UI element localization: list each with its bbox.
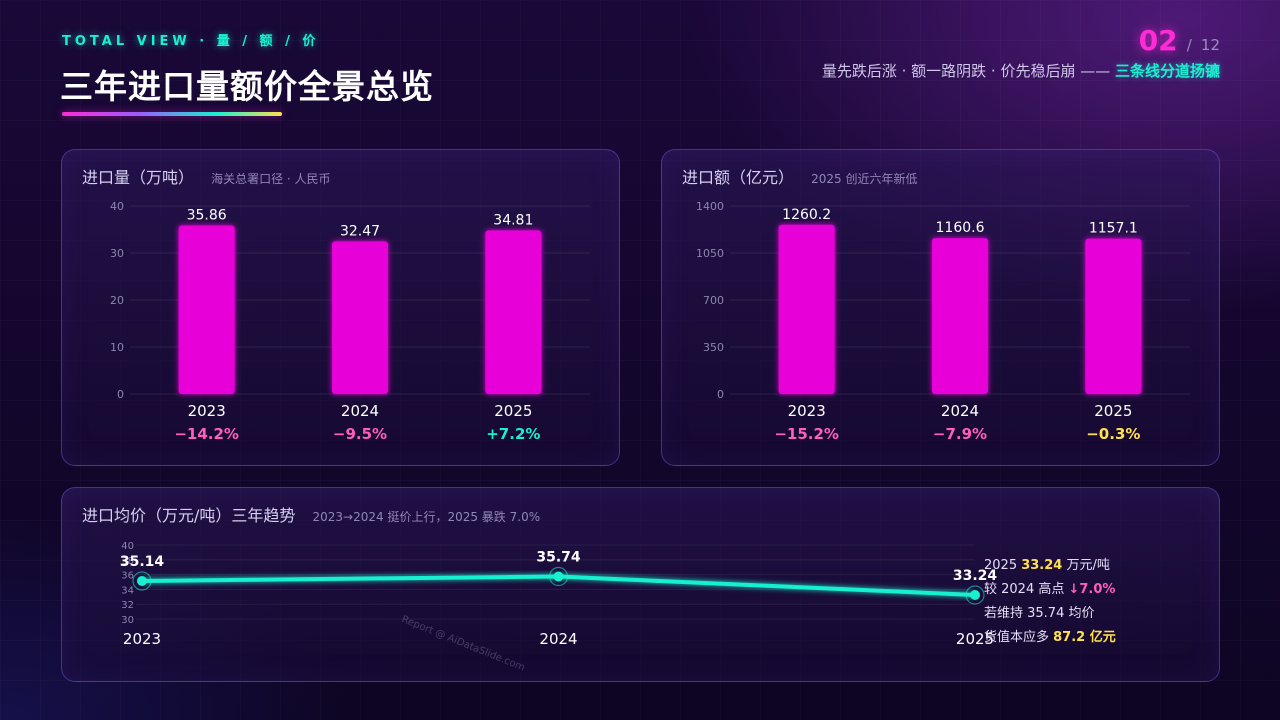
prc-category-label: 2024 bbox=[539, 630, 577, 648]
page-title: 三年进口量额价全景总览 bbox=[60, 67, 434, 106]
price-note-4-prefix: 货值本应多 bbox=[984, 630, 1054, 645]
volume-panel-note: 海关总署口径 · 人民币 bbox=[211, 172, 331, 186]
vol-change-label: +7.2% bbox=[486, 425, 540, 443]
vol-change-label: −14.2% bbox=[174, 425, 239, 443]
prc-point-halo bbox=[548, 566, 569, 587]
vol-ytick-label: 20 bbox=[110, 294, 124, 307]
prc-ytick-label: 40 bbox=[121, 541, 134, 552]
vol-category-label: 2024 bbox=[341, 402, 379, 420]
amt-ytick-label: 1400 bbox=[696, 200, 724, 213]
prc-value-label: 35.74 bbox=[536, 550, 581, 566]
vol-ytick-label: 0 bbox=[117, 388, 124, 401]
prc-point-halo bbox=[132, 571, 152, 591]
amt-change-label: −7.9% bbox=[933, 425, 987, 443]
amt-value-label: 1160.6 bbox=[936, 220, 985, 236]
amount-panel-note: 2025 创近六年新低 bbox=[811, 172, 918, 186]
amt-category-label: 2023 bbox=[788, 402, 826, 420]
vol-value-label: 35.86 bbox=[187, 207, 227, 223]
prc-ytick-label: 36 bbox=[121, 571, 134, 582]
vol-change-label: −9.5% bbox=[333, 425, 387, 443]
prc-ytick-label: 38 bbox=[121, 556, 134, 567]
vol-ytick-label: 30 bbox=[110, 247, 124, 260]
price-panel-note: 2023→2024 挺价上行，2025 暴跌 7.0% bbox=[312, 510, 541, 524]
price-note-line-4: 货值本应多 87.2 亿元 bbox=[984, 626, 1116, 650]
vol-bar bbox=[178, 225, 235, 394]
page-current: 02 bbox=[1138, 24, 1178, 57]
vol-bar bbox=[485, 230, 542, 394]
amt-change-label: −0.3% bbox=[1086, 425, 1140, 443]
subtitle-main: 量先跌后涨 · 额一路阴跌 · 价先稳后崩 —— bbox=[821, 62, 1115, 80]
price-note-1-prefix: 2025 bbox=[984, 558, 1022, 573]
amount-bar-chart: 0 350 700 1050 1400 1260.2 2023 −15.2% 1160.6 202… bbox=[696, 200, 1190, 443]
vol-ytick-label: 40 bbox=[110, 200, 124, 213]
vol-category-label: 2025 bbox=[494, 402, 532, 420]
price-note-line-2: 较 2024 高点 ↓7.0% bbox=[984, 578, 1116, 602]
prc-category-label: 2025 bbox=[956, 630, 994, 648]
price-note-line-3: 若维持 35.74 均价 bbox=[984, 606, 1095, 621]
vol-bar bbox=[332, 241, 388, 394]
prc-ytick-label: 32 bbox=[121, 600, 134, 611]
eyebrow-label: TOTAL VIEW · 量 / 额 / 价 bbox=[62, 34, 320, 49]
amt-bar bbox=[1085, 238, 1142, 394]
volume-panel-header: 进口量（万吨） 海关总署口径 · 人民币 bbox=[82, 164, 331, 188]
page-separator: / bbox=[1186, 36, 1192, 54]
prc-ytick-label: 30 bbox=[121, 615, 134, 626]
vol-value-label: 34.81 bbox=[493, 212, 533, 228]
prc-ytick-label: 34 bbox=[121, 585, 134, 596]
price-note-line-1: 2025 33.24 万元/吨 bbox=[984, 554, 1116, 578]
page-subtitle: 量先跌后涨 · 额一路阴跌 · 价先稳后崩 —— 三条线分道扬镳 bbox=[822, 60, 1220, 81]
price-note-2-prefix: 较 2024 高点 bbox=[984, 582, 1069, 597]
price-panel-title: 进口均价（万元/吨）三年趋势 bbox=[82, 506, 296, 525]
amt-category-label: 2025 bbox=[1094, 402, 1132, 420]
amt-ytick-label: 350 bbox=[703, 341, 724, 354]
price-note-4-value: 87.2 亿元 bbox=[1053, 630, 1116, 645]
amt-change-label: −15.2% bbox=[774, 425, 839, 443]
volume-bar-chart: 0 10 20 30 40 35.86 2023 −14.2% 32.47 2024 −9.5% 34… bbox=[110, 200, 590, 443]
page-total: 12 bbox=[1200, 36, 1220, 54]
vol-value-label: 32.47 bbox=[340, 223, 380, 239]
amt-bar bbox=[932, 238, 988, 394]
amount-chart-panel: 进口额（亿元） 2025 创近六年新低 0 350 700 1050 1400 1260.… bbox=[661, 149, 1220, 466]
volume-panel-title: 进口量（万吨） bbox=[82, 168, 195, 187]
amount-panel-title: 进口额（亿元） bbox=[682, 168, 795, 187]
prc-data-point bbox=[970, 590, 980, 601]
amt-category-label: 2024 bbox=[941, 402, 979, 420]
vol-ytick-label: 10 bbox=[110, 341, 124, 354]
prc-category-label: 2023 bbox=[123, 630, 161, 648]
volume-chart-panel: 进口量（万吨） 海关总署口径 · 人民币 0 10 20 30 40 35.86 2023 −… bbox=[61, 149, 620, 466]
amt-bar bbox=[778, 224, 835, 394]
amt-value-label: 1157.1 bbox=[1089, 221, 1138, 237]
price-note-1-suffix: 万元/吨 bbox=[1062, 558, 1110, 573]
price-side-notes: 2025 33.24 万元/吨 较 2024 高点 ↓7.0% 若维持 35.7… bbox=[984, 554, 1116, 650]
title-underline bbox=[62, 112, 282, 116]
prc-value-label: 35.14 bbox=[120, 554, 165, 570]
price-chart-panel: 进口均价（万元/吨）三年趋势 2023→2024 挺价上行，2025 暴跌 7.… bbox=[61, 487, 1220, 682]
prc-point-halo bbox=[965, 585, 985, 605]
price-line-chart: 30 32 34 36 38 40 35.14 2023 35.74 2024 33.24 2025 bbox=[120, 541, 998, 648]
prc-data-point bbox=[137, 575, 147, 586]
vol-category-label: 2023 bbox=[188, 402, 226, 420]
price-note-2-value: ↓7.0% bbox=[1068, 582, 1116, 597]
amt-value-label: 1260.2 bbox=[782, 207, 831, 223]
prc-value-label: 33.24 bbox=[953, 568, 998, 584]
amt-ytick-label: 700 bbox=[703, 294, 724, 307]
amt-ytick-label: 1050 bbox=[696, 247, 724, 260]
subtitle-highlight: 三条线分道扬镳 bbox=[1114, 62, 1220, 80]
page-indicator: 02 / 12 bbox=[1139, 24, 1220, 57]
amt-ytick-label: 0 bbox=[717, 388, 724, 401]
price-note-1-value: 33.24 bbox=[1021, 558, 1063, 573]
price-panel-header: 进口均价（万元/吨）三年趋势 2023→2024 挺价上行，2025 暴跌 7.… bbox=[82, 502, 540, 526]
prc-data-point bbox=[553, 571, 564, 582]
amount-panel-header: 进口额（亿元） 2025 创近六年新低 bbox=[682, 164, 917, 188]
